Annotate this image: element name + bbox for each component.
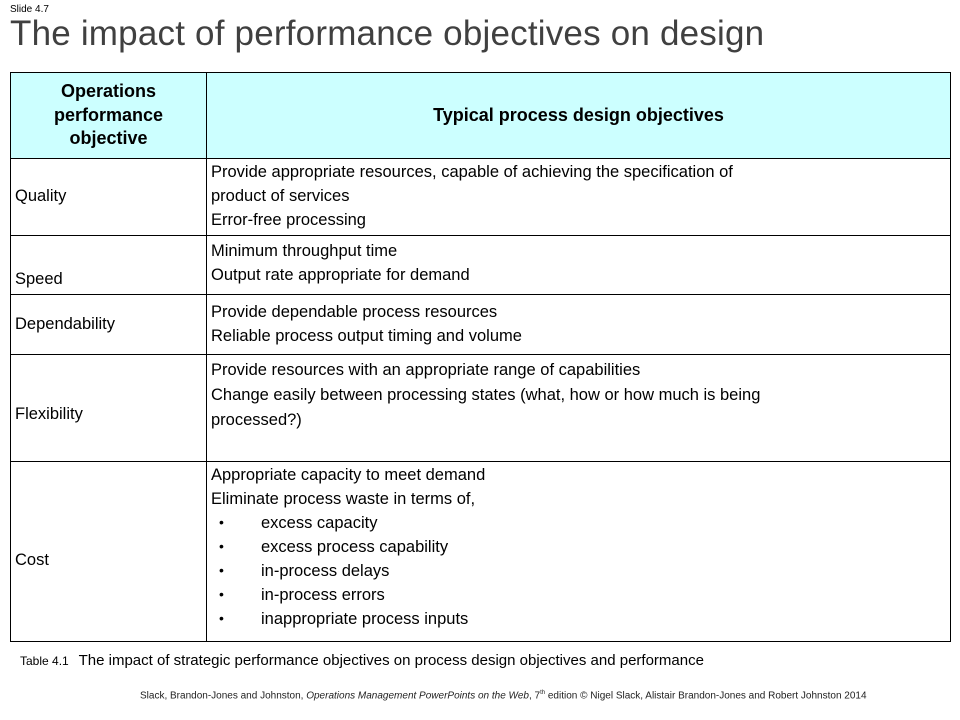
objectives-table: Operations performance objective Typical… bbox=[10, 72, 951, 642]
bullet-icon: • bbox=[219, 513, 224, 530]
list-item: • excess process capability bbox=[219, 537, 449, 556]
waste-list: • excess capacity • excess process capabil… bbox=[211, 512, 946, 632]
slide-title: The impact of performance objectives on … bbox=[10, 14, 765, 53]
row-design: Provide appropriate resources, capable o… bbox=[206, 158, 951, 236]
row-objective: Quality bbox=[10, 158, 207, 236]
row-line: Change easily between processing states … bbox=[211, 385, 761, 404]
header-objective: Operations performance objective bbox=[10, 72, 207, 159]
row-line: Eliminate process waste in terms of, bbox=[211, 489, 476, 508]
footer-book: Operations Management PowerPoints on the… bbox=[306, 690, 529, 702]
bullet-icon: • bbox=[219, 585, 224, 602]
header-design-objectives: Typical process design objectives bbox=[206, 72, 951, 159]
list-item: • excess capacity bbox=[219, 513, 378, 532]
copyright-footer: Slack, Brandon-Jones and Johnston, Opera… bbox=[140, 690, 867, 701]
footer-authors: Slack, Brandon-Jones and Johnston, bbox=[140, 690, 307, 702]
table-row: Cost Appropriate capacity to meet demand… bbox=[10, 461, 951, 642]
caption-number: Table 4.1 bbox=[20, 654, 69, 668]
table-row: Quality Provide appropriate resources, c… bbox=[10, 158, 951, 236]
row-line: Minimum throughput time bbox=[211, 242, 398, 260]
bullet-icon: • bbox=[219, 609, 224, 626]
row-design: Provide dependable process resources Rel… bbox=[206, 294, 951, 355]
row-line: processed?) bbox=[211, 411, 302, 430]
row-line: Provide resources with an appropriate ra… bbox=[211, 361, 641, 379]
row-line: Error-free processing bbox=[211, 210, 366, 229]
row-line: Reliable process output timing and volum… bbox=[211, 326, 522, 345]
row-line: Provide appropriate resources, capable o… bbox=[211, 163, 733, 182]
bullet-icon: • bbox=[219, 537, 224, 554]
row-line: Output rate appropriate for demand bbox=[211, 265, 470, 284]
slide-label: Slide 4.7 bbox=[10, 4, 49, 15]
row-objective: Speed bbox=[10, 235, 207, 295]
row-line: Appropriate capacity to meet demand bbox=[211, 466, 486, 484]
table-row: Flexibility Provide resources with an ap… bbox=[10, 354, 951, 462]
table-row: Dependability Provide dependable process… bbox=[10, 294, 951, 355]
bullet-icon: • bbox=[219, 561, 224, 578]
row-line: product of services bbox=[211, 187, 350, 206]
table-row: Speed Minimum throughput time Output rat… bbox=[10, 235, 951, 295]
row-design: Provide resources with an appropriate ra… bbox=[206, 354, 951, 462]
table-caption: Table 4.1 The impact of strategic perfor… bbox=[20, 652, 704, 669]
row-design: Appropriate capacity to meet demand Elim… bbox=[206, 461, 951, 642]
list-item: • inappropriate process inputs bbox=[219, 609, 469, 628]
footer-rest: edition © Nigel Slack, Alistair Brandon-… bbox=[545, 690, 867, 702]
row-line: Provide dependable process resources bbox=[211, 302, 498, 321]
list-item: • in-process errors bbox=[219, 585, 385, 604]
footer-edition-sup: th bbox=[540, 690, 546, 696]
footer-edition: , 7 bbox=[528, 690, 541, 702]
caption-text: The impact of strategic performance obje… bbox=[78, 652, 704, 669]
row-objective: Dependability bbox=[10, 294, 207, 355]
row-design: Minimum throughput time Output rate appr… bbox=[206, 235, 951, 295]
row-objective: Flexibility bbox=[10, 354, 207, 462]
list-item: • in-process delays bbox=[219, 561, 390, 580]
row-objective: Cost bbox=[10, 461, 207, 642]
